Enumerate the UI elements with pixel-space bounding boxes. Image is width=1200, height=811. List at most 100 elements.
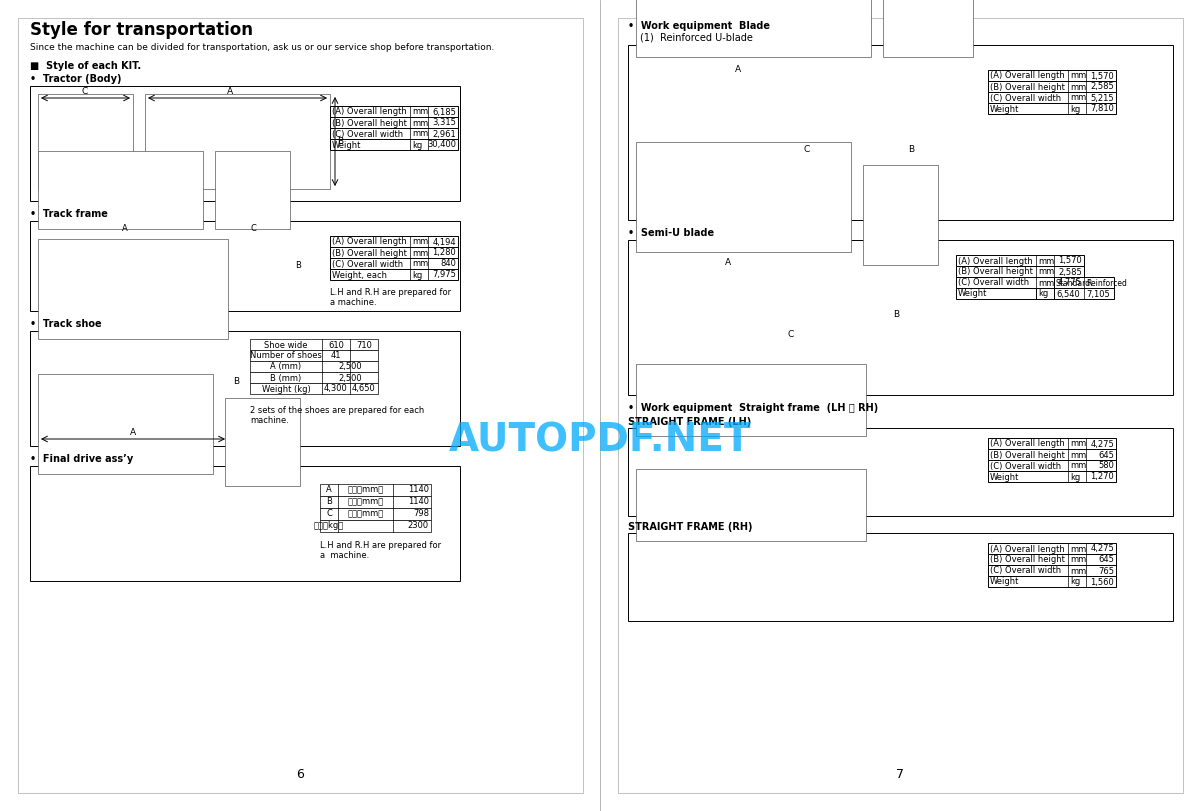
Text: (C) Overall width: (C) Overall width: [332, 260, 403, 268]
Text: 2,500: 2,500: [338, 374, 362, 383]
Text: mm: mm: [412, 108, 428, 117]
Bar: [988, 70, 1116, 81]
Bar: [320, 496, 431, 508]
Text: 1,570: 1,570: [1091, 71, 1114, 80]
Bar: [30, 466, 460, 581]
Text: mm: mm: [412, 248, 428, 258]
Text: mm: mm: [1070, 567, 1086, 576]
Text: 1,280: 1,280: [432, 248, 456, 258]
Text: 全高（mm）: 全高（mm）: [347, 497, 384, 507]
Bar: [38, 374, 214, 474]
Text: Weight: Weight: [958, 290, 988, 298]
Text: 全長（mm）: 全長（mm）: [347, 486, 384, 495]
Text: mm: mm: [1070, 83, 1086, 92]
Text: ■  Style of each KIT.: ■ Style of each KIT.: [30, 61, 142, 71]
Text: 6,185: 6,185: [432, 108, 456, 117]
Text: 798: 798: [413, 509, 430, 518]
Text: 765: 765: [1098, 567, 1114, 576]
Text: 2,961: 2,961: [432, 130, 456, 139]
Bar: [988, 576, 1116, 587]
Text: •  Tractor (Body): • Tractor (Body): [30, 74, 121, 84]
Bar: [863, 165, 938, 265]
Text: mm: mm: [1038, 256, 1055, 265]
Bar: [330, 258, 458, 269]
Bar: [320, 484, 431, 496]
Bar: [956, 255, 1084, 266]
Bar: [956, 277, 1084, 288]
Text: mm: mm: [412, 130, 428, 139]
Text: 4,275: 4,275: [1091, 544, 1114, 553]
Text: 3,315: 3,315: [432, 118, 456, 127]
Bar: [330, 139, 458, 150]
Text: STRAIGHT FRAME (RH): STRAIGHT FRAME (RH): [628, 522, 752, 532]
Text: (B) Overall height: (B) Overall height: [990, 556, 1064, 564]
Bar: [988, 81, 1116, 92]
Text: Weight: Weight: [332, 140, 361, 149]
Text: 1140: 1140: [408, 497, 430, 507]
Bar: [988, 438, 1116, 449]
Text: B: B: [233, 376, 239, 385]
Text: B: B: [337, 136, 343, 145]
Text: (A) Overall length: (A) Overall length: [990, 71, 1064, 80]
Text: (B) Overall height: (B) Overall height: [958, 268, 1033, 277]
Bar: [883, 0, 973, 57]
Text: Standard: Standard: [1056, 278, 1091, 288]
Text: mm: mm: [1070, 544, 1086, 553]
Bar: [330, 106, 458, 117]
Bar: [988, 554, 1116, 565]
Text: 1,560: 1,560: [1091, 577, 1114, 586]
Text: (C) Overall width: (C) Overall width: [990, 567, 1061, 576]
Bar: [30, 86, 460, 201]
Text: (A) Overall length: (A) Overall length: [332, 108, 407, 117]
Text: kg: kg: [1038, 290, 1049, 298]
Text: Weight: Weight: [990, 577, 1019, 586]
Text: 2,500: 2,500: [338, 363, 362, 371]
Text: mm: mm: [412, 118, 428, 127]
Text: kg: kg: [412, 140, 422, 149]
Text: A: A: [227, 87, 233, 96]
Bar: [330, 247, 458, 258]
Text: Since the machine can be divided for transportation, ask us or our service shop : Since the machine can be divided for tra…: [30, 43, 494, 52]
Text: (C) Overall width: (C) Overall width: [990, 461, 1061, 470]
Text: C: C: [326, 509, 332, 518]
Text: C: C: [82, 87, 88, 96]
Bar: [988, 103, 1116, 114]
Text: 重量（kg）: 重量（kg）: [314, 521, 344, 530]
Text: (A) Overall length: (A) Overall length: [990, 440, 1064, 448]
Text: Number of shoes: Number of shoes: [250, 351, 322, 361]
Text: 7,810: 7,810: [1090, 105, 1114, 114]
Text: B: B: [326, 497, 332, 507]
Text: (A) Overall length: (A) Overall length: [958, 256, 1033, 265]
Text: kg: kg: [1070, 105, 1080, 114]
Text: L.H and R.H are prepared for
a  machine.: L.H and R.H are prepared for a machine.: [320, 541, 442, 560]
Text: mm: mm: [1038, 278, 1055, 288]
Bar: [628, 533, 1174, 621]
Text: B: B: [893, 310, 899, 319]
Text: 7: 7: [896, 768, 904, 781]
Bar: [636, 0, 871, 57]
Text: Weight: Weight: [990, 105, 1019, 114]
Text: (B) Overall height: (B) Overall height: [990, 83, 1064, 92]
Text: L.H and R.H are prepared for
a machine.: L.H and R.H are prepared for a machine.: [330, 288, 451, 307]
Bar: [988, 460, 1116, 471]
Text: kg: kg: [1070, 473, 1080, 482]
Text: 2,585: 2,585: [1058, 268, 1082, 277]
Text: (B) Overall height: (B) Overall height: [332, 248, 407, 258]
Text: C: C: [788, 330, 794, 339]
Text: 645: 645: [1098, 450, 1114, 460]
Bar: [628, 240, 1174, 395]
Bar: [38, 239, 228, 339]
Bar: [1054, 288, 1114, 299]
Text: •  Semi-U blade: • Semi-U blade: [628, 228, 714, 238]
Text: 4,650: 4,650: [352, 384, 376, 393]
Text: (C) Overall width: (C) Overall width: [958, 278, 1030, 288]
Bar: [215, 151, 290, 229]
Text: 5,215: 5,215: [1091, 93, 1114, 102]
Text: 30,400: 30,400: [427, 140, 456, 149]
Text: mm: mm: [1070, 440, 1086, 448]
Bar: [18, 18, 583, 793]
Bar: [988, 471, 1116, 482]
Text: 4,275: 4,275: [1091, 440, 1114, 448]
Bar: [250, 361, 378, 372]
Text: •  Work equipment  Blade: • Work equipment Blade: [628, 21, 770, 31]
